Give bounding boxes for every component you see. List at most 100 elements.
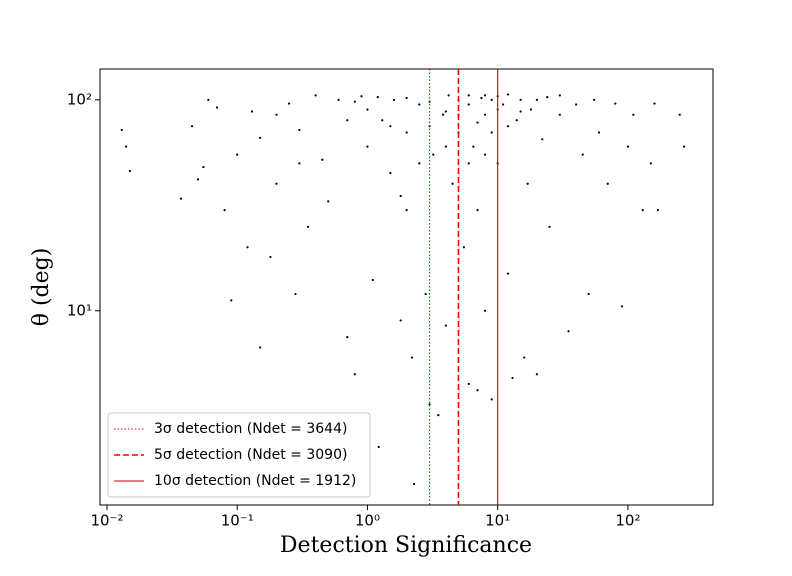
point xyxy=(581,153,584,156)
point xyxy=(321,158,324,161)
point xyxy=(275,182,278,185)
point xyxy=(467,94,470,97)
y-tick-label: 10² xyxy=(67,90,92,108)
point xyxy=(223,209,226,212)
point xyxy=(476,209,479,212)
point xyxy=(298,128,301,132)
point xyxy=(120,128,123,132)
point xyxy=(558,94,561,97)
point xyxy=(535,98,538,101)
point xyxy=(371,278,374,282)
legend-label: 10σ detection (Ndet = 1912) xyxy=(154,473,356,489)
point xyxy=(215,106,219,109)
point xyxy=(346,336,349,339)
point xyxy=(405,131,408,134)
point xyxy=(405,209,408,212)
point xyxy=(275,113,278,116)
x-tick-label: 10² xyxy=(615,512,640,530)
point xyxy=(483,113,487,116)
point xyxy=(444,324,447,327)
point xyxy=(632,113,635,116)
point xyxy=(467,103,470,106)
point xyxy=(405,96,408,100)
point xyxy=(558,113,561,116)
point xyxy=(462,246,465,249)
x-tick-label: 10¹ xyxy=(485,512,510,530)
point xyxy=(526,182,529,185)
point xyxy=(476,389,479,392)
point xyxy=(506,125,510,128)
point xyxy=(366,145,369,148)
point xyxy=(259,346,262,349)
point xyxy=(306,225,310,228)
point xyxy=(626,145,630,148)
point xyxy=(614,102,617,105)
point xyxy=(327,200,330,203)
point xyxy=(337,98,340,101)
point xyxy=(490,98,493,101)
point xyxy=(128,169,132,173)
point xyxy=(412,482,416,486)
point xyxy=(381,119,384,122)
point xyxy=(519,98,522,101)
point xyxy=(376,96,379,99)
x-tick-label: 10⁰ xyxy=(355,512,380,530)
point xyxy=(230,299,233,302)
point xyxy=(259,136,262,139)
point xyxy=(298,162,301,165)
point xyxy=(444,110,447,113)
point xyxy=(432,153,435,156)
point xyxy=(683,145,686,148)
point xyxy=(424,292,427,296)
point xyxy=(287,102,291,105)
x-axis-label: Detection Significance xyxy=(280,533,532,558)
point xyxy=(597,131,601,134)
y-axis-label: θ (deg) xyxy=(29,248,54,327)
point xyxy=(418,103,421,106)
point xyxy=(567,330,570,333)
point xyxy=(377,445,380,449)
x-tick-label: 10⁻² xyxy=(90,512,123,530)
point xyxy=(418,162,421,165)
point xyxy=(501,103,505,106)
point xyxy=(236,153,239,156)
point xyxy=(399,194,402,198)
point xyxy=(606,182,609,185)
legend-label: 3σ detection (Ndet = 3644) xyxy=(154,421,347,437)
point xyxy=(541,138,544,141)
point xyxy=(451,182,454,185)
point xyxy=(506,272,510,275)
point xyxy=(535,373,538,376)
point xyxy=(428,403,431,406)
point xyxy=(389,171,392,175)
point xyxy=(490,398,493,401)
point xyxy=(641,209,644,212)
point xyxy=(353,373,356,376)
point xyxy=(483,94,487,97)
point xyxy=(437,414,440,417)
point xyxy=(447,94,450,97)
point xyxy=(483,309,487,312)
point xyxy=(678,113,681,116)
point xyxy=(467,162,470,165)
point xyxy=(511,376,514,380)
point xyxy=(207,98,210,101)
point xyxy=(656,209,660,212)
point xyxy=(483,153,487,156)
point xyxy=(529,108,533,111)
point xyxy=(649,162,652,165)
point xyxy=(519,110,522,113)
x-tick-label: 10⁻¹ xyxy=(221,512,254,530)
point xyxy=(294,292,297,296)
point xyxy=(392,98,396,101)
point xyxy=(250,110,254,113)
point xyxy=(389,125,392,128)
point xyxy=(506,93,510,96)
point xyxy=(190,125,194,128)
point xyxy=(515,119,518,122)
point xyxy=(548,225,551,228)
plot-frame xyxy=(99,68,714,506)
y-tick-label: 10¹ xyxy=(67,301,92,319)
point xyxy=(480,96,483,100)
